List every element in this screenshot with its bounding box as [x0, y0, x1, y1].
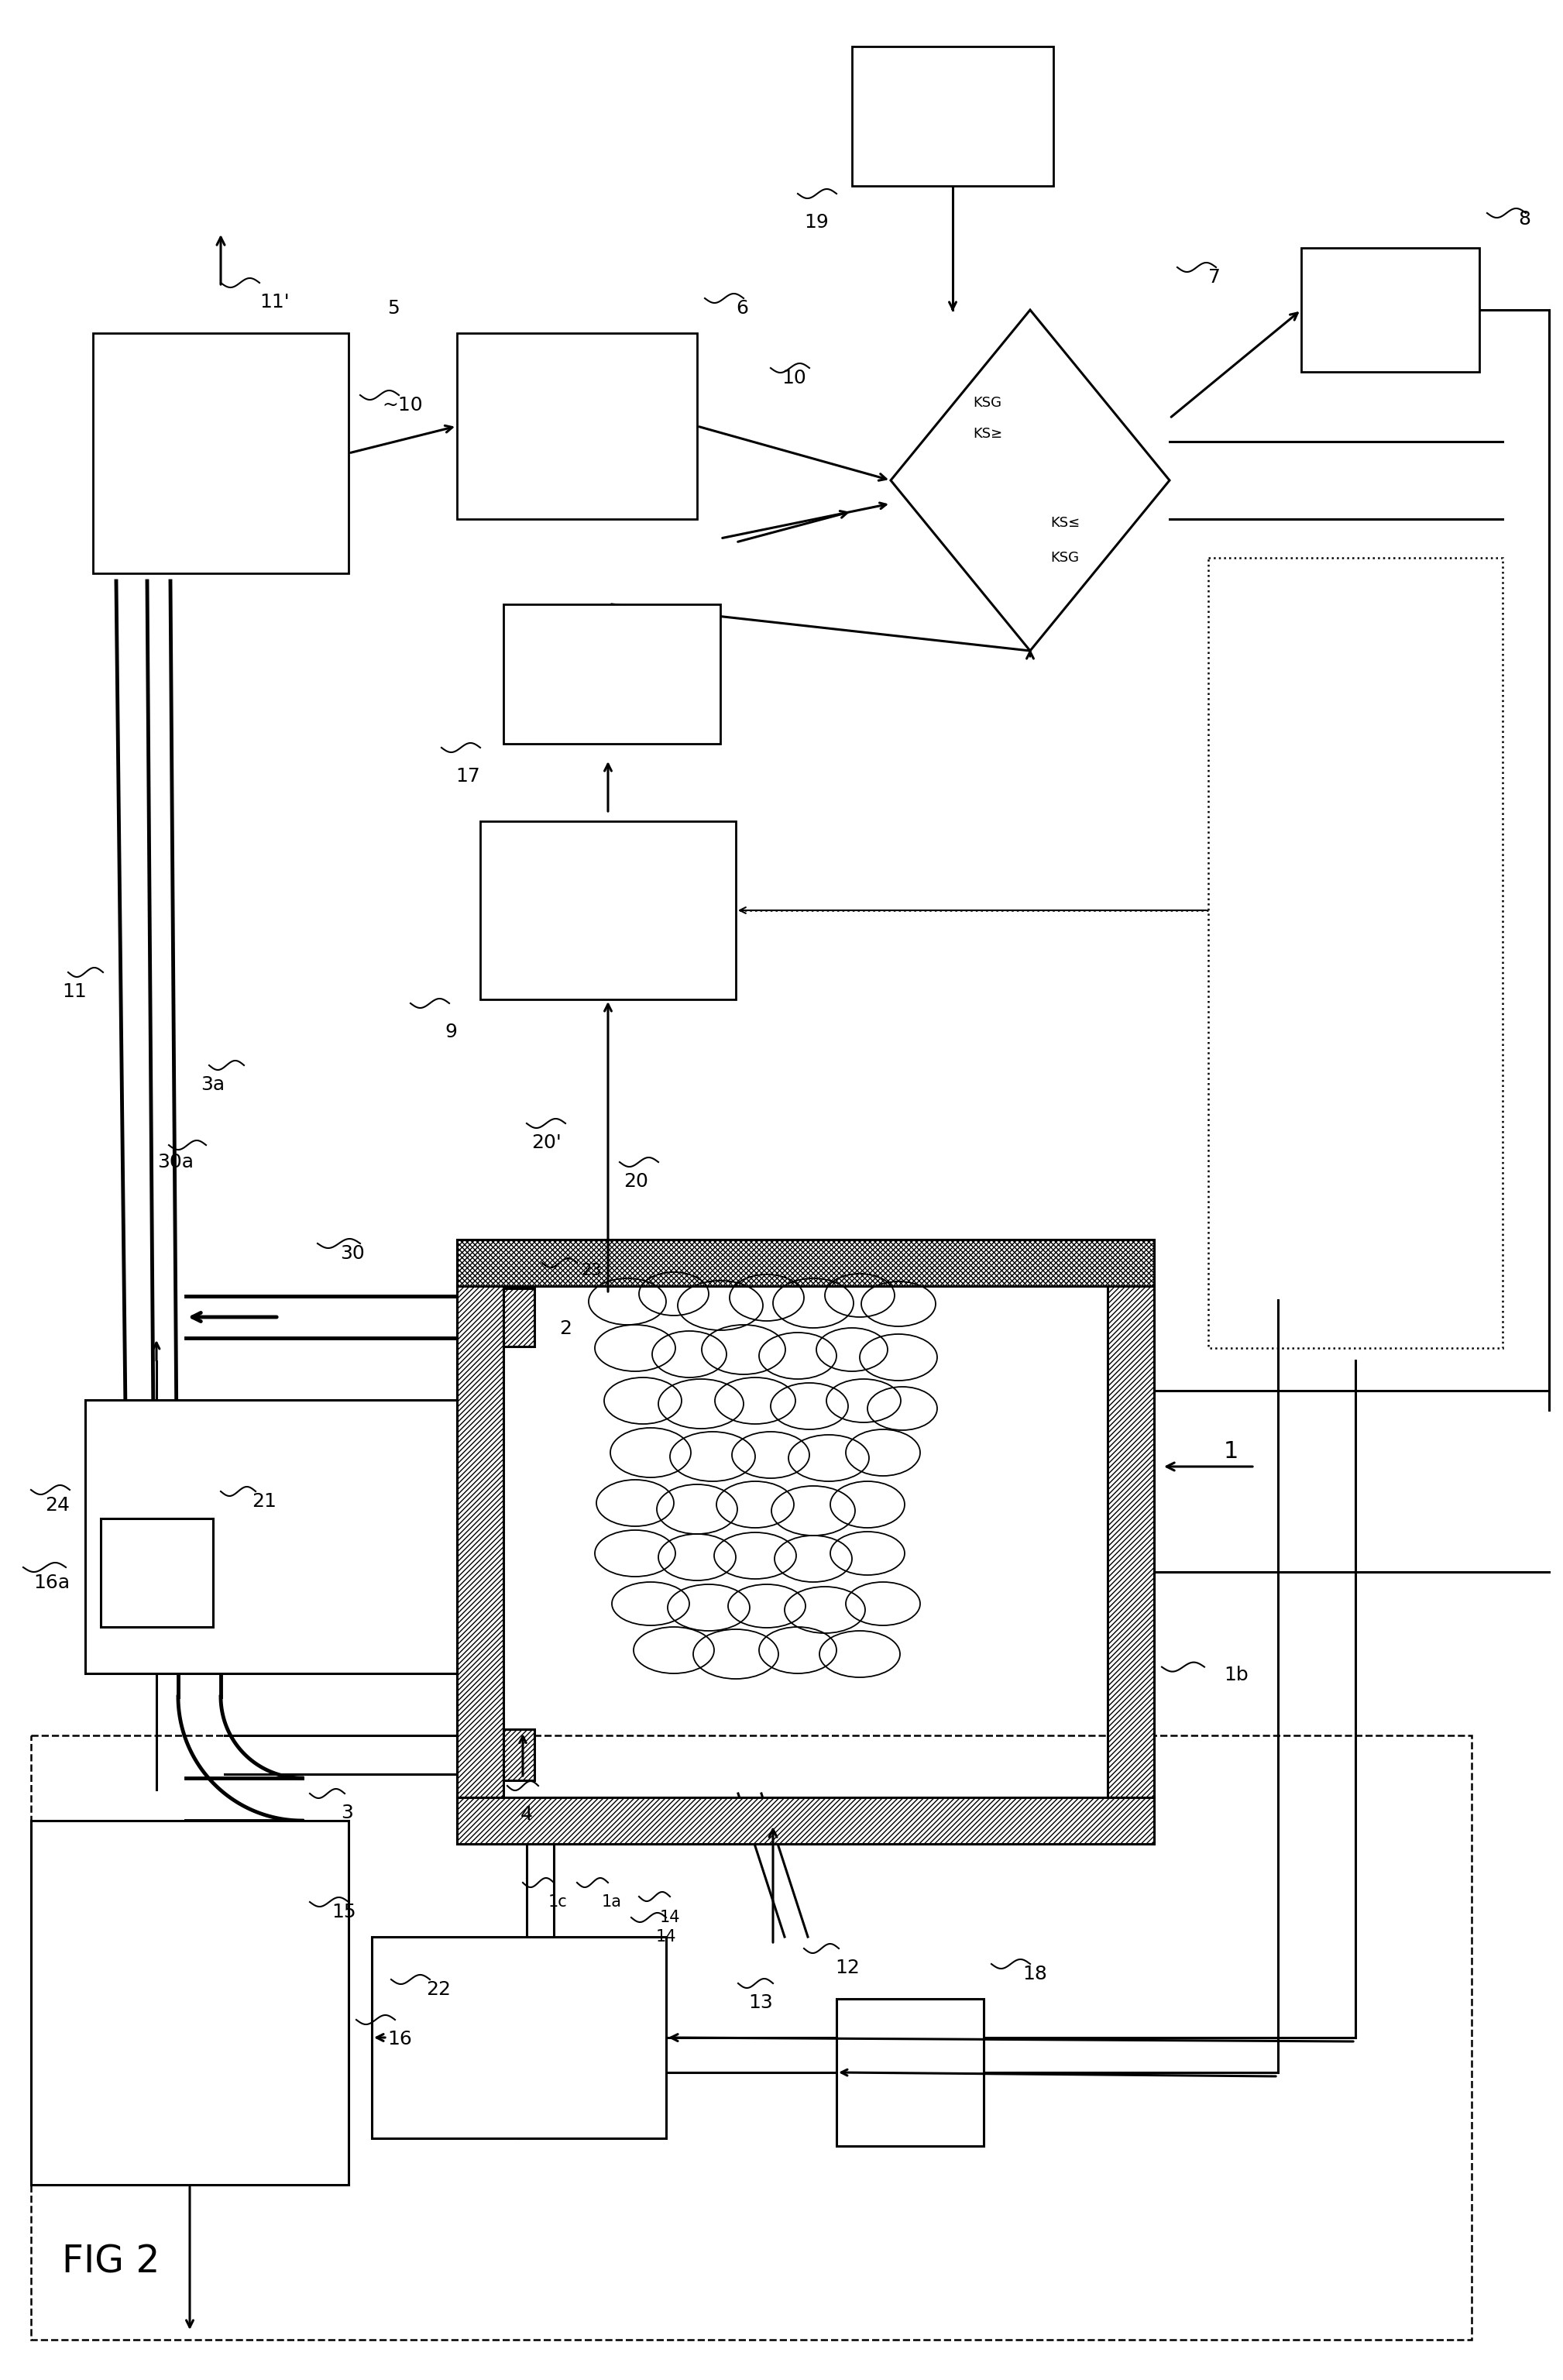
Text: 5: 5: [388, 300, 400, 317]
Bar: [100, 1518, 213, 1628]
Text: 14: 14: [660, 1909, 680, 1925]
Bar: [456, 1240, 1153, 1845]
Bar: [1108, 1285, 1153, 1797]
Text: 20: 20: [624, 1173, 649, 1190]
Text: 1: 1: [1224, 1440, 1239, 1461]
Bar: [503, 1288, 535, 1347]
Bar: [456, 1285, 503, 1797]
Text: 1a: 1a: [602, 1894, 622, 1909]
Bar: [503, 605, 721, 743]
Bar: [86, 1399, 456, 1673]
Text: KSG: KSG: [974, 395, 1002, 409]
Text: 1b: 1b: [1224, 1666, 1249, 1685]
Text: 11: 11: [63, 983, 86, 1002]
Text: 12: 12: [835, 1959, 860, 1978]
Text: 7: 7: [1208, 269, 1221, 286]
Text: 1c: 1c: [549, 1894, 567, 1909]
Bar: [852, 48, 1053, 186]
Bar: [1208, 557, 1502, 1347]
Bar: [480, 821, 736, 1000]
Text: 21: 21: [252, 1492, 277, 1511]
Bar: [1302, 248, 1479, 371]
Bar: [456, 1240, 1153, 1285]
Text: 16a: 16a: [33, 1573, 70, 1592]
Bar: [836, 1999, 983, 2147]
Bar: [31, 1821, 349, 2185]
Text: 23: 23: [581, 1264, 602, 1278]
Text: ~10: ~10: [383, 395, 424, 414]
Text: 15: 15: [331, 1902, 356, 1921]
Text: 9: 9: [445, 1023, 456, 1042]
Bar: [456, 333, 697, 519]
Text: 13: 13: [749, 1994, 774, 2011]
Bar: [372, 1937, 666, 2137]
Text: 19: 19: [803, 214, 828, 231]
Text: FIG 2: FIG 2: [63, 2244, 159, 2280]
Text: KSG: KSG: [1050, 550, 1080, 564]
Text: 3: 3: [341, 1804, 353, 1823]
Text: 24: 24: [45, 1497, 70, 1514]
Polygon shape: [891, 309, 1169, 650]
Text: 30a: 30a: [158, 1152, 194, 1171]
Text: 17: 17: [456, 766, 480, 785]
Bar: [503, 1730, 535, 1780]
Bar: [503, 1285, 1108, 1797]
Text: 6: 6: [736, 300, 749, 317]
Bar: [92, 333, 349, 574]
Text: 11': 11': [259, 293, 289, 312]
Text: KS≥: KS≥: [972, 426, 1002, 440]
Text: 20': 20': [531, 1133, 561, 1152]
Text: 10: 10: [782, 369, 807, 388]
Text: 2: 2: [560, 1319, 572, 1338]
Text: 14: 14: [656, 1930, 677, 1944]
Text: 3a: 3a: [200, 1076, 225, 1095]
Text: KS≤: KS≤: [1050, 516, 1080, 531]
Text: 8: 8: [1518, 209, 1530, 228]
Bar: [31, 1735, 1472, 2340]
Text: 22: 22: [427, 1980, 450, 1999]
Bar: [456, 1797, 1153, 1845]
Text: 4: 4: [520, 1804, 533, 1823]
Text: 30: 30: [341, 1245, 364, 1264]
Text: 16: 16: [388, 2030, 413, 2049]
Text: 18: 18: [1022, 1966, 1047, 1983]
